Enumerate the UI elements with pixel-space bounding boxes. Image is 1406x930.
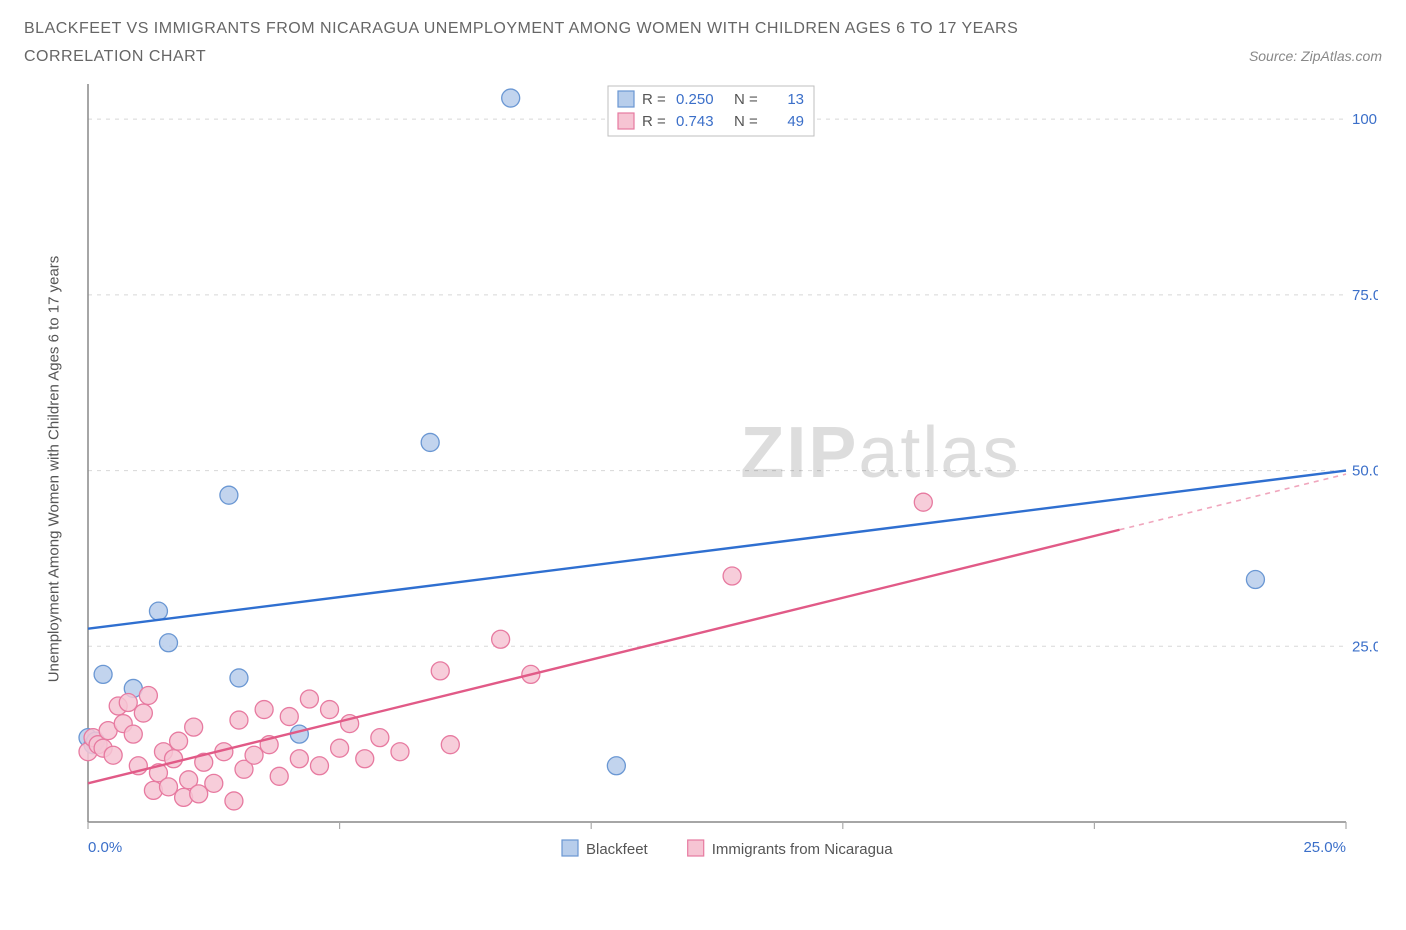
svg-text:Blackfeet: Blackfeet — [586, 841, 649, 858]
svg-text:0.743: 0.743 — [676, 113, 714, 130]
svg-text:0.250: 0.250 — [676, 91, 714, 108]
svg-text:R =: R = — [642, 91, 666, 108]
svg-text:25.0%: 25.0% — [1303, 839, 1346, 856]
chart-subtitle: CORRELATION CHART — [24, 48, 206, 66]
svg-text:0.0%: 0.0% — [88, 839, 122, 856]
svg-text:13: 13 — [787, 91, 804, 108]
svg-text:R =: R = — [642, 113, 666, 130]
svg-text:50.0%: 50.0% — [1352, 463, 1378, 480]
svg-text:N =: N = — [734, 91, 758, 108]
svg-text:Immigrants from Nicaragua: Immigrants from Nicaragua — [712, 841, 894, 858]
y-axis-label: Unemployment Among Women with Children A… — [46, 256, 63, 683]
svg-text:100.0%: 100.0% — [1352, 111, 1378, 128]
page-title: BLACKFEET VS IMMIGRANTS FROM NICARAGUA U… — [24, 20, 1382, 38]
correlation-scatter-chart: 0.0% 25.0% 25.0% 50.0% 75.0% 100.0% R = 0.250 N … — [62, 74, 1378, 864]
svg-text:49: 49 — [787, 113, 804, 130]
svg-text:25.0%: 25.0% — [1352, 638, 1378, 655]
source-label: Source: ZipAtlas.com — [1249, 48, 1382, 64]
svg-text:75.0%: 75.0% — [1352, 287, 1378, 304]
svg-text:N =: N = — [734, 113, 758, 130]
